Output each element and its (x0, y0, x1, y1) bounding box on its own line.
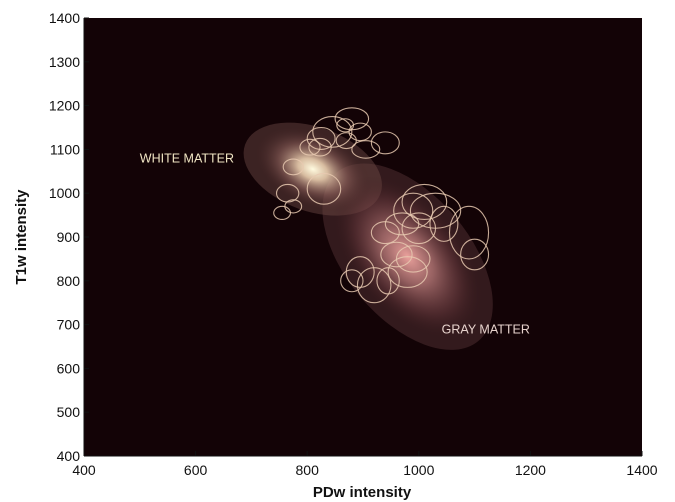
x-tick-600: 600 (184, 451, 208, 478)
cluster-ellipse-8 (348, 122, 372, 142)
x-tick-1000: 1000 (403, 451, 435, 478)
cluster-ellipse-4 (306, 126, 336, 150)
x-tick-1400: 1400 (626, 451, 658, 478)
x-tick-400: 400 (72, 451, 96, 478)
cluster-ellipse-24 (370, 221, 400, 245)
y-tick-label: 1100 (50, 141, 80, 157)
y-tick-label: 1000 (49, 185, 80, 201)
x-axis-label: PDw intensity (313, 484, 412, 501)
y-tick-label: 500 (57, 404, 81, 420)
cluster-ellipse-25 (380, 241, 413, 268)
x-tick-1200: 1200 (515, 451, 546, 478)
x-tick-label: 800 (296, 462, 320, 478)
y-axis-ticks: 400 500 600 700 800 900 1000 1100 1200 1300 1400 (49, 10, 89, 464)
x-tick-label: 1000 (403, 462, 434, 478)
y-tick-500: 500 (57, 404, 89, 420)
annotation-white-matter: WHITE MATTER (140, 152, 234, 166)
cluster-ellipse-27 (387, 256, 428, 288)
cluster-ellipse-21 (429, 205, 459, 242)
cluster-ellipse-2 (299, 138, 321, 156)
y-tick-800: 800 (57, 273, 89, 289)
x-tick-label: 400 (72, 462, 96, 478)
y-tick-1400: 1400 (49, 10, 89, 26)
annotation-gray-matter: GRAY MATTER (442, 322, 530, 336)
x-tick-label: 1400 (626, 462, 657, 478)
cluster-ellipse-11 (370, 131, 400, 155)
ellipse-layer (273, 107, 490, 304)
cluster-ellipse-5 (312, 116, 353, 148)
y-tick-700: 700 (57, 317, 89, 333)
y-tick-label: 1400 (49, 10, 80, 26)
cluster-ellipse-1 (282, 158, 304, 176)
y-tick-900: 900 (57, 229, 89, 245)
y-tick-label: 900 (57, 229, 81, 245)
y-tick-1300: 1300 (49, 54, 89, 70)
cluster-ellipse-23 (460, 238, 490, 271)
x-axis-ticks: 400 600 800 1000 1200 1400 (72, 451, 658, 478)
cluster-ellipse-9 (335, 132, 357, 150)
y-tick-label: 400 (57, 448, 81, 464)
y-tick-1000: 1000 (49, 185, 89, 201)
x-tick-label: 600 (184, 462, 208, 478)
y-tick-label: 1300 (49, 54, 80, 70)
cluster-ellipse-22 (448, 205, 490, 260)
cluster-ellipse-10 (351, 140, 381, 159)
y-axis-label: T1w intensity (13, 189, 30, 285)
y-tick-label: 1200 (49, 98, 80, 114)
y-tick-1200: 1200 (49, 98, 89, 114)
cluster-ellipse-15 (273, 205, 292, 221)
cluster-ellipse-16 (393, 192, 434, 229)
y-tick-1100: 1100 (50, 141, 89, 157)
cluster-ellipse-19 (384, 212, 420, 236)
cluster-ellipse-20 (401, 212, 437, 245)
y-tick-400: 400 (57, 448, 89, 464)
cluster-ellipse-17 (401, 183, 448, 221)
x-tick-label: 1200 (515, 462, 546, 478)
y-tick-600: 600 (57, 360, 89, 376)
y-tick-label: 600 (57, 360, 81, 376)
y-tick-label: 700 (57, 317, 81, 333)
x-tick-800: 800 (296, 451, 320, 478)
cluster-ellipse-12 (306, 172, 342, 205)
y-tick-label: 800 (57, 273, 81, 289)
cluster-ellipse-31 (340, 269, 364, 293)
